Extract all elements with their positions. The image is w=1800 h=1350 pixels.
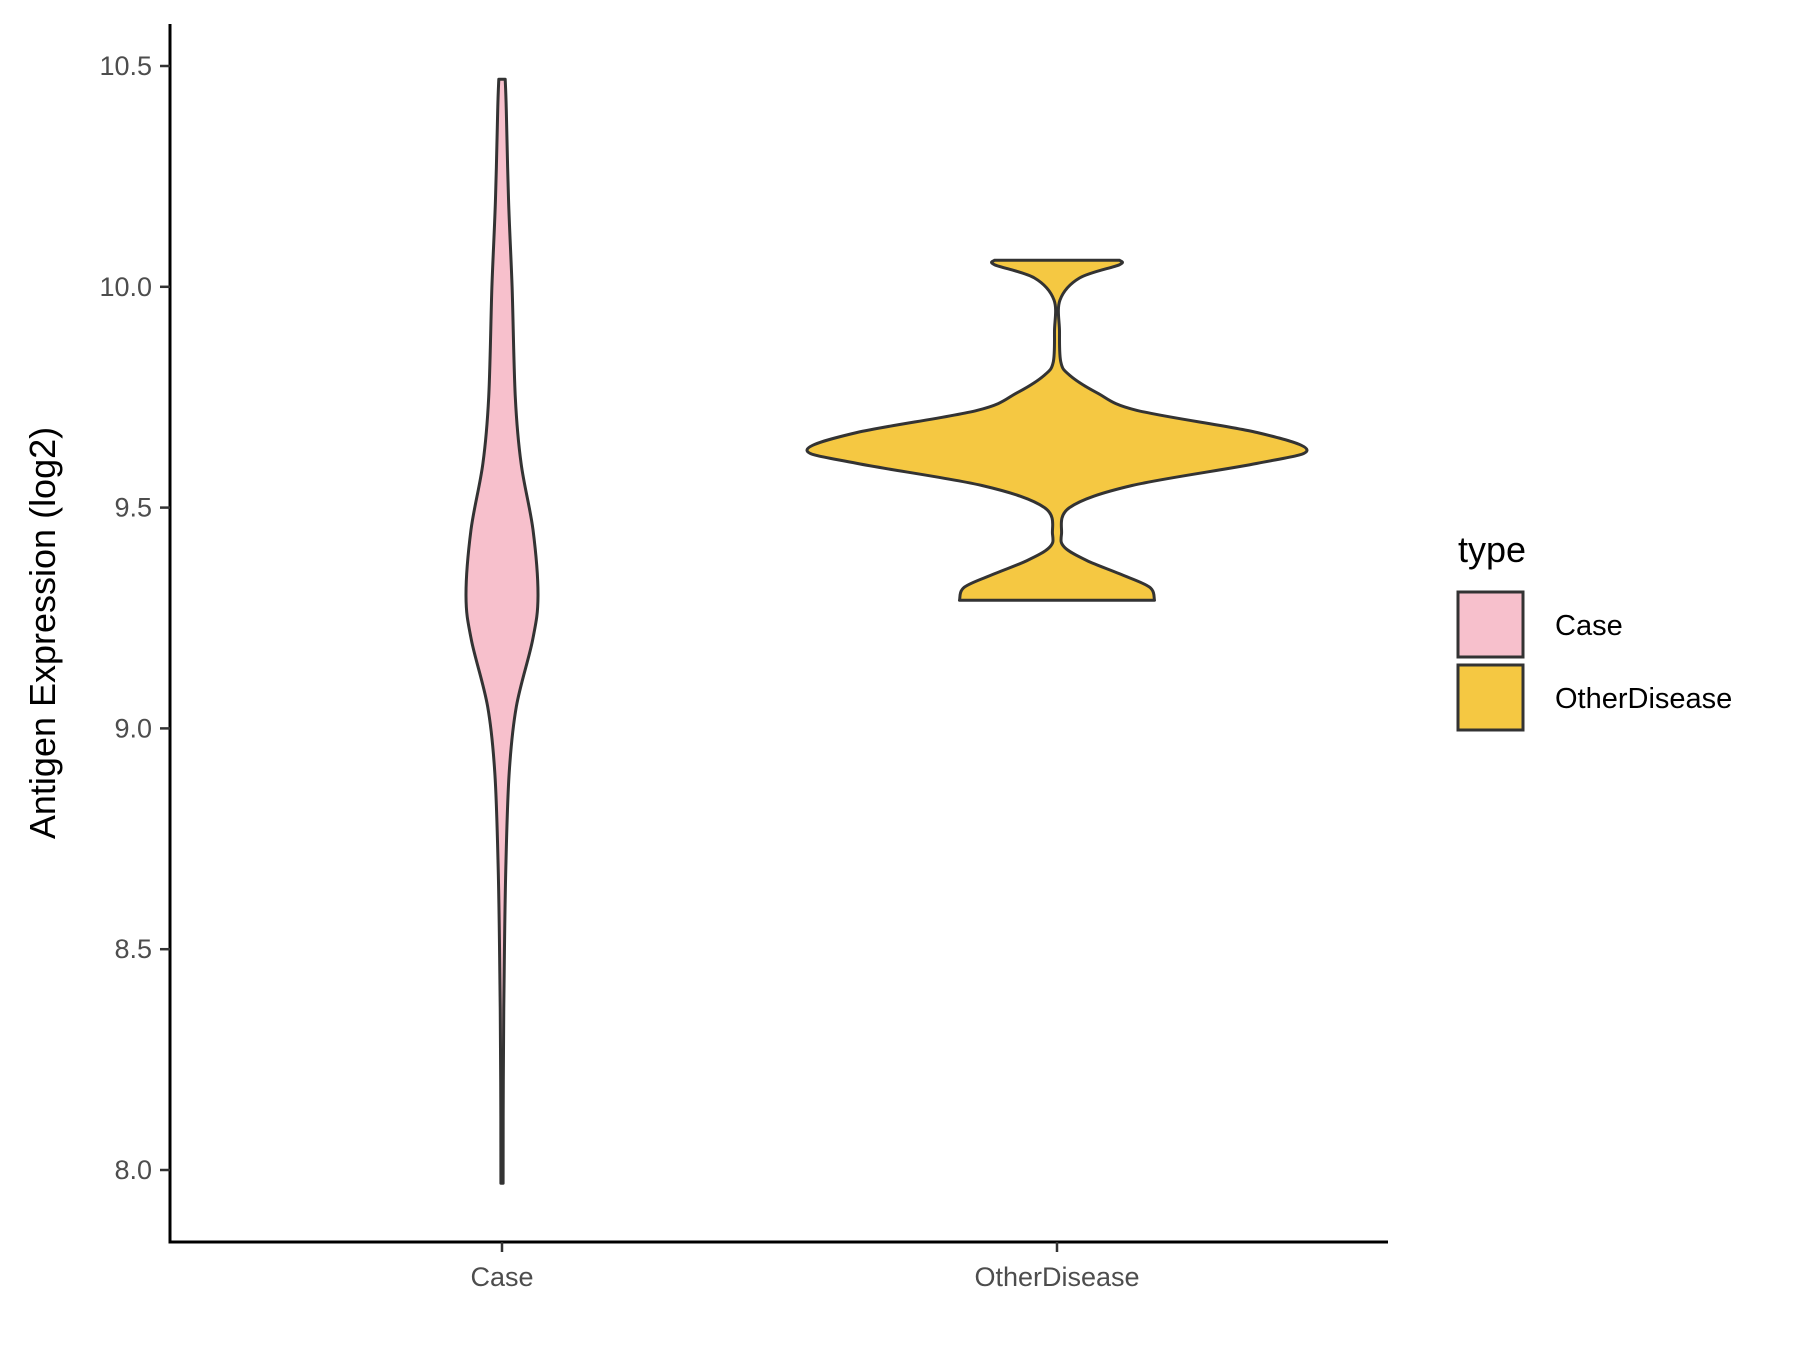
y-tick-label: 9.5	[114, 493, 152, 523]
legend-label-otherdisease: OtherDisease	[1555, 683, 1732, 715]
x-tick-label: OtherDisease	[974, 1262, 1139, 1292]
legend-swatch-case	[1456, 590, 1525, 659]
legend: type Case OtherDisease	[1456, 529, 1732, 732]
violin-case	[464, 77, 540, 1185]
y-axis-title: Antigen Expression (log2)	[22, 427, 63, 839]
y-tick-label: 9.0	[114, 713, 152, 743]
y-tick-label: 10.0	[99, 272, 152, 302]
y-tick-label: 10.5	[99, 51, 152, 81]
legend-swatch-otherdisease	[1456, 663, 1525, 732]
y-tick-label: 8.5	[114, 934, 152, 964]
x-tick-label: Case	[470, 1262, 533, 1292]
legend-title: type	[1458, 529, 1526, 570]
legend-label-case: Case	[1555, 610, 1623, 642]
violin-otherdisease	[805, 258, 1309, 602]
violin-layer	[464, 77, 1309, 1185]
y-tick-label: 8.0	[114, 1155, 152, 1185]
y-axis-ticks: 8.0 8.5 9.0 9.5 10.0 10.5	[99, 51, 170, 1185]
x-axis-ticks: Case OtherDisease	[470, 1242, 1140, 1292]
